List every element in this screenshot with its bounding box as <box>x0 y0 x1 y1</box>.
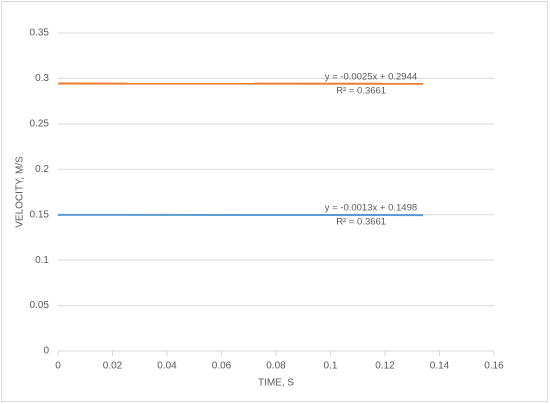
trendline-equation: y = -0.0013x + 0.1498 <box>325 203 417 214</box>
y-tick-label: 0 <box>43 346 49 357</box>
x-tick-label: 0 <box>55 361 61 372</box>
y-axis-label: VELOCITY, M/S <box>15 156 26 228</box>
x-axis-label: TIME, S <box>258 378 294 389</box>
trendline-r-squared: R² = 0.3661 <box>336 85 386 96</box>
x-tick-label: 0.1 <box>324 361 338 372</box>
y-tick-label: 0.35 <box>30 28 50 39</box>
x-tick-label: 0.14 <box>430 361 450 372</box>
y-tick-label: 0.3 <box>35 73 49 84</box>
trendline-r-squared: R² = 0.3661 <box>336 217 386 228</box>
y-tick-label: 0.25 <box>30 118 50 129</box>
x-tick-label: 0.16 <box>484 361 504 372</box>
x-tick-label: 0.12 <box>375 361 395 372</box>
trendline-equation: y = -0.0025x + 0.2944 <box>325 71 417 82</box>
x-tick-label: 0.08 <box>266 361 286 372</box>
x-tick-label: 0.02 <box>103 361 123 372</box>
y-tick-label: 0.05 <box>30 300 50 311</box>
x-tick-label: 0.04 <box>157 361 177 372</box>
y-tick-label: 0.2 <box>35 164 49 175</box>
x-tick-label: 0.06 <box>212 361 232 372</box>
y-tick-label: 0.15 <box>30 209 50 220</box>
y-tick-label: 0.1 <box>35 255 49 266</box>
